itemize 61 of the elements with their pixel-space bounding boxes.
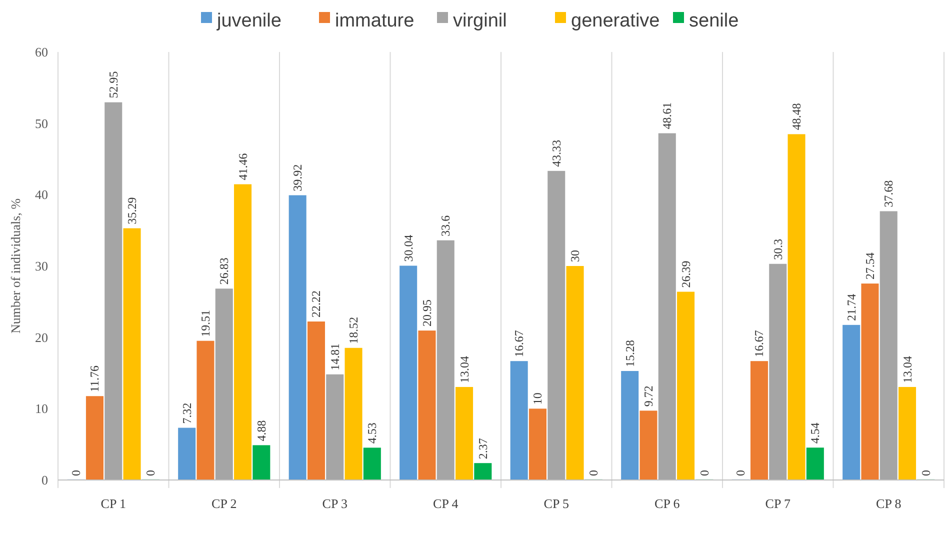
legend-label: senile (689, 10, 739, 32)
data-label: 33.6 (438, 215, 453, 236)
x-tick-label: CP 1 (100, 496, 126, 511)
x-tick-label: CP 3 (322, 496, 348, 511)
data-label: 30 (568, 250, 582, 262)
legend-label: juvenile (216, 10, 282, 32)
data-label: 0 (697, 470, 712, 476)
data-label: 0 (69, 470, 84, 476)
x-tick-label: CP 6 (654, 496, 680, 511)
data-label: 41.46 (236, 153, 250, 180)
legend-label: immature (335, 10, 414, 32)
legend-label: generative (571, 10, 660, 32)
data-label: 0 (918, 470, 933, 476)
y-tick-label: 30 (35, 258, 48, 274)
data-label: 0 (586, 470, 601, 476)
data-label: 21.74 (844, 294, 858, 321)
y-axis-title: Number of individuals, % (8, 198, 23, 334)
data-label: 27.54 (862, 252, 877, 280)
x-tick-label: CP 7 (765, 496, 791, 511)
data-label: 7.32 (180, 402, 194, 424)
data-label: 4.53 (365, 422, 380, 444)
x-tick-label: CP 4 (433, 496, 459, 511)
legend-label: virginil (453, 10, 507, 32)
data-label: 18.52 (346, 316, 361, 344)
data-label: 52.95 (106, 71, 120, 98)
y-tick-label: 0 (42, 472, 48, 488)
data-label: 43.33 (549, 140, 564, 167)
data-label: 39.92 (290, 164, 305, 192)
data-label: 9.72 (641, 386, 656, 407)
data-label: 48.61 (660, 102, 674, 130)
x-tick-label: CP 2 (212, 496, 237, 511)
data-label: 11.76 (88, 366, 102, 392)
data-label: 30.3 (770, 238, 785, 260)
data-label: 19.51 (198, 310, 212, 337)
data-label: 10 (530, 392, 545, 405)
y-tick-label: 10 (35, 401, 48, 416)
data-label: 20.95 (420, 300, 434, 327)
data-label: 2.37 (476, 438, 490, 460)
data-label: 4.88 (254, 420, 268, 442)
data-label: 16.67 (752, 330, 766, 358)
data-label: 26.39 (678, 260, 693, 288)
data-label: 37.68 (882, 180, 896, 208)
data-label: 48.48 (790, 103, 804, 130)
data-label: 22.22 (309, 290, 324, 318)
data-label: 13.04 (900, 356, 914, 383)
y-tick-label: 40 (35, 187, 48, 202)
data-label: 35.29 (125, 197, 140, 224)
data-label: 26.83 (217, 258, 232, 285)
x-tick-label: CP 5 (544, 496, 569, 511)
data-label: 15.28 (622, 340, 637, 368)
data-label: 0 (734, 470, 748, 476)
data-label: 4.54 (808, 422, 822, 444)
y-tick-label: 60 (35, 44, 48, 60)
data-label: 16.67 (512, 330, 526, 358)
y-tick-label: 50 (35, 116, 48, 131)
y-tick-label: 20 (35, 330, 48, 345)
data-label: 13.04 (457, 356, 472, 383)
data-label: 0 (144, 470, 158, 476)
data-label: 30.04 (401, 234, 416, 262)
x-tick-label: CP 8 (876, 496, 902, 511)
data-label: 14.81 (328, 343, 342, 370)
